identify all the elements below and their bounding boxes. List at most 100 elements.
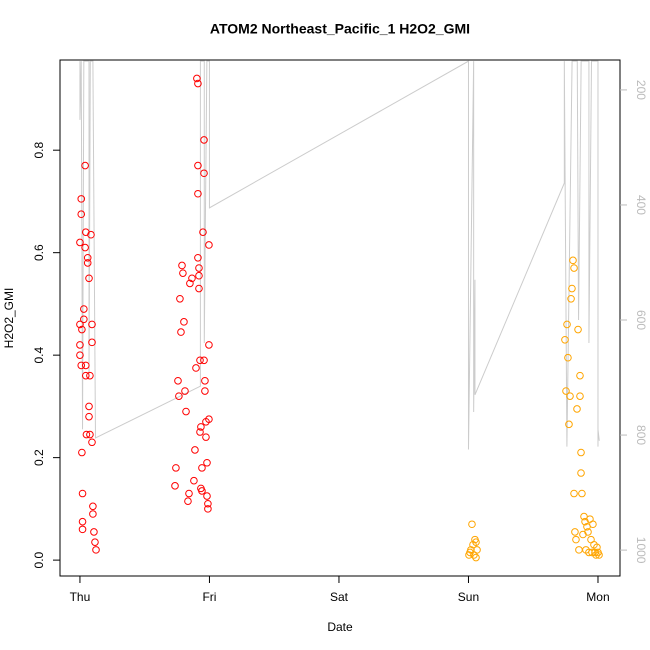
point	[473, 546, 481, 554]
point	[86, 430, 94, 439]
point	[575, 546, 583, 554]
point	[568, 284, 576, 293]
point	[578, 489, 586, 498]
point	[472, 553, 480, 562]
point	[76, 351, 84, 359]
point	[197, 423, 205, 431]
point	[181, 387, 189, 395]
point	[195, 264, 203, 272]
point	[185, 489, 193, 498]
point	[198, 487, 206, 495]
point	[562, 387, 570, 395]
point	[78, 489, 87, 498]
point	[90, 528, 98, 536]
point	[85, 402, 93, 411]
y2-tick-label: 400	[634, 195, 648, 215]
point	[193, 74, 201, 83]
point	[593, 543, 601, 552]
plot-area	[76, 60, 603, 562]
point	[561, 335, 569, 344]
plot-frame	[59, 59, 621, 577]
point	[83, 253, 92, 262]
point	[576, 392, 584, 400]
y-tick-label: 0.0	[32, 551, 46, 568]
point	[577, 448, 585, 457]
point	[188, 274, 196, 283]
point	[577, 469, 585, 477]
point	[203, 458, 211, 467]
point	[190, 476, 198, 485]
point	[588, 548, 596, 557]
point	[81, 371, 90, 380]
point	[82, 430, 91, 439]
point	[88, 438, 96, 447]
point	[573, 405, 581, 413]
point	[88, 320, 96, 329]
point	[564, 353, 572, 362]
point	[584, 528, 592, 536]
point	[76, 238, 84, 247]
point	[203, 492, 211, 500]
point	[80, 315, 88, 324]
point	[472, 538, 480, 546]
point	[571, 528, 579, 536]
point	[200, 136, 208, 144]
point	[78, 517, 87, 526]
point	[83, 259, 92, 267]
point	[191, 446, 199, 454]
point	[576, 371, 584, 380]
point	[81, 243, 89, 252]
point	[182, 407, 190, 416]
x-tick-label: Thu	[70, 590, 91, 604]
y-tick-label: 0.8	[32, 142, 46, 159]
y-tick-label: 0.2	[32, 449, 46, 466]
point	[87, 230, 95, 239]
point	[175, 392, 183, 400]
y2-tick-label: 1000	[634, 537, 648, 564]
x-tick-label: Mon	[586, 590, 609, 604]
point	[177, 328, 185, 336]
point	[92, 546, 100, 554]
point	[563, 320, 571, 329]
point	[91, 538, 99, 546]
point	[195, 271, 203, 280]
x-tick-label: Sat	[330, 590, 349, 604]
point	[570, 489, 578, 498]
chart-title: ATOM2 Northeast_Pacific_1 H2O2_GMI	[210, 21, 470, 37]
point	[200, 169, 208, 178]
point	[565, 420, 573, 429]
point	[192, 364, 200, 372]
point	[186, 279, 194, 288]
point	[174, 376, 182, 385]
point	[76, 320, 84, 329]
point	[86, 371, 94, 380]
y2-tick-label: 800	[634, 425, 648, 445]
point	[89, 502, 97, 511]
x-tick-label: Fri	[202, 590, 216, 604]
point	[78, 325, 86, 334]
y-tick-label: 0.6	[32, 244, 46, 261]
point	[196, 428, 204, 436]
point	[201, 376, 209, 385]
point	[205, 415, 213, 424]
point	[567, 294, 575, 303]
point	[179, 269, 187, 277]
point	[574, 325, 582, 334]
point	[204, 499, 212, 508]
point	[77, 210, 86, 219]
point	[570, 264, 578, 272]
point	[178, 261, 186, 270]
point	[196, 356, 204, 365]
point	[77, 195, 86, 203]
y-axis-label: H2O2_GMI	[2, 288, 16, 349]
point	[89, 510, 97, 518]
point	[585, 548, 593, 557]
point	[85, 412, 93, 421]
point	[194, 161, 202, 170]
point	[85, 274, 93, 283]
point	[78, 448, 86, 457]
point	[198, 464, 206, 472]
point	[592, 551, 600, 559]
point	[194, 189, 202, 198]
